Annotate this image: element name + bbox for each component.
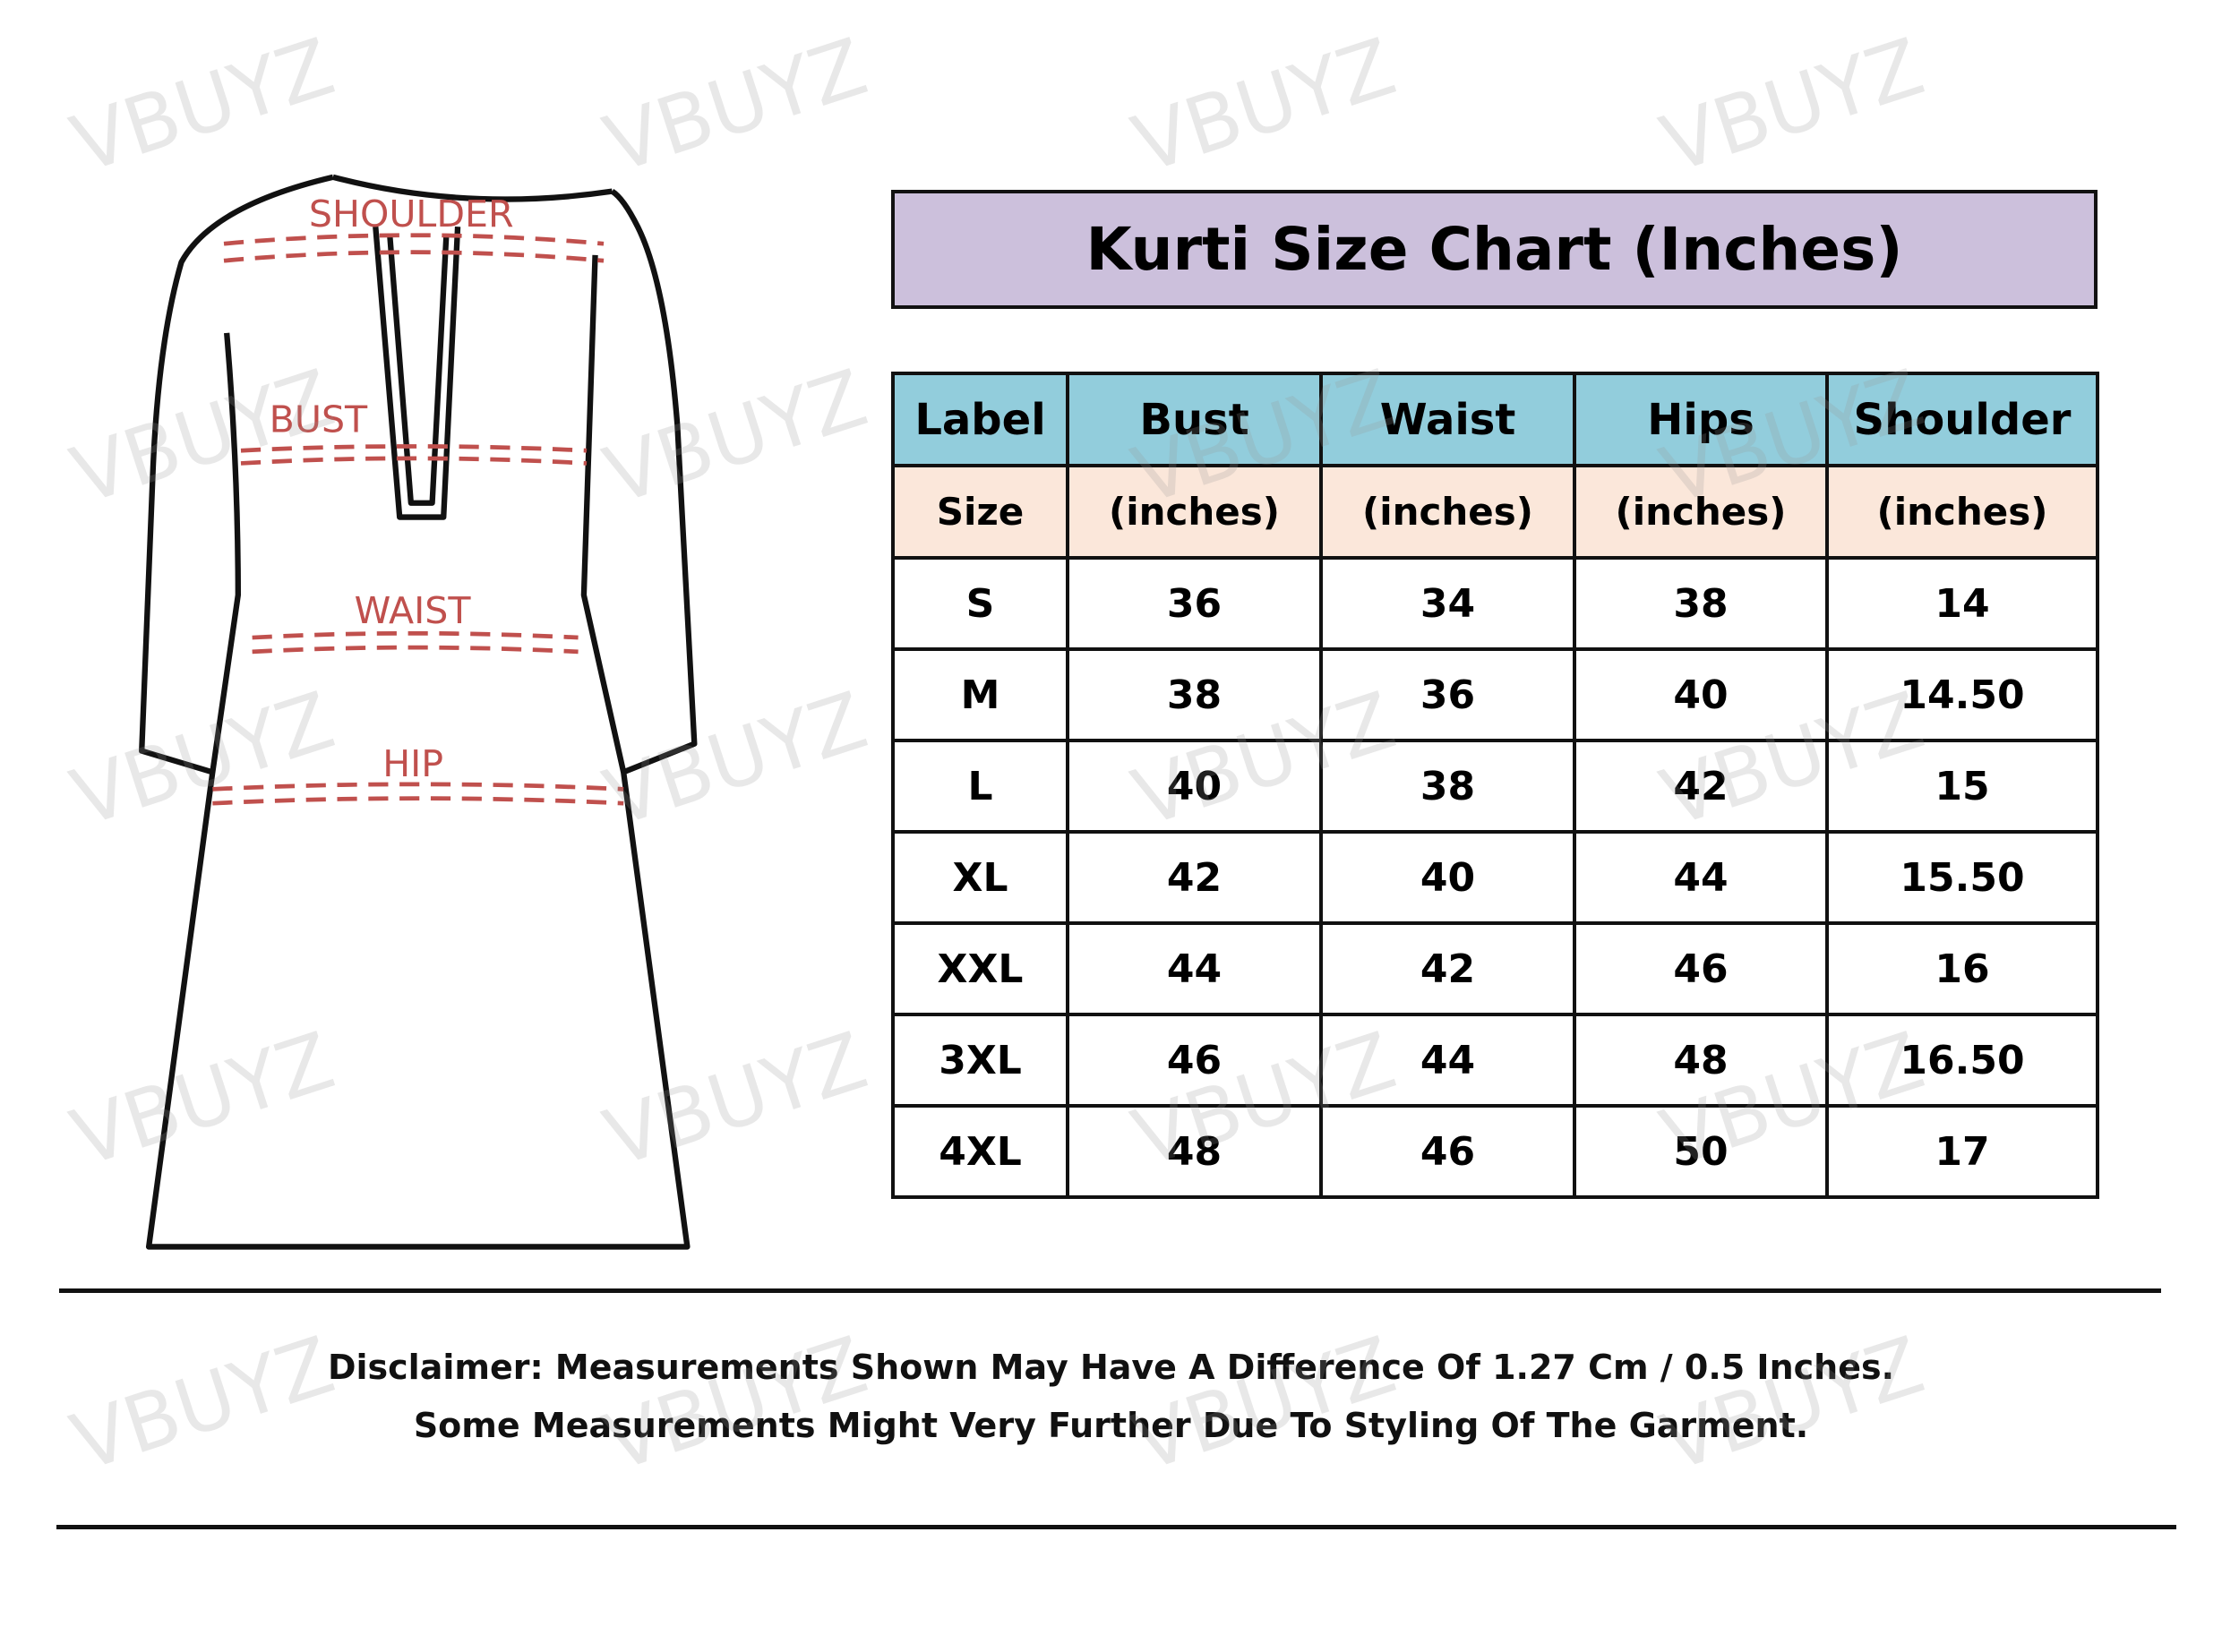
size-cell: 3XL <box>891 1013 1069 1108</box>
units-cell: (inches) <box>1319 464 1576 560</box>
table-row: M 38 36 40 14.50 <box>891 647 2099 742</box>
table-row: 4XL 48 46 50 17 <box>891 1104 2099 1199</box>
disclaimer-line-2: Some Measurements Might Very Further Due… <box>413 1406 1809 1445</box>
size-cell: 4XL <box>891 1104 1069 1199</box>
value-cell: 15 <box>1825 739 2099 834</box>
value-cell: 40 <box>1573 647 1829 742</box>
value-cell: 42 <box>1573 739 1829 834</box>
units-cell: (inches) <box>1066 464 1323 560</box>
value-cell: 14 <box>1825 556 2099 651</box>
table-row: XL 42 40 44 15.50 <box>891 830 2099 925</box>
value-cell: 17 <box>1825 1104 2099 1199</box>
label-shoulder: SHOULDER <box>309 193 514 235</box>
table-row: 3XL 46 44 48 16.50 <box>891 1013 2099 1108</box>
table-row: XXL 44 42 46 16 <box>891 921 2099 1016</box>
table-row: L 40 38 42 15 <box>891 739 2099 834</box>
label-bust: BUST <box>270 398 368 441</box>
value-cell: 15.50 <box>1825 830 2099 925</box>
label-waist: WAIST <box>355 589 472 632</box>
measure-lines <box>212 233 624 806</box>
label-hip: HIP <box>382 742 443 785</box>
value-cell: 44 <box>1573 830 1829 925</box>
size-table: Label Bust Waist Hips Shoulder Size (inc… <box>891 372 2099 1199</box>
divider-bottom <box>56 1525 2176 1529</box>
value-cell: 44 <box>1319 1013 1576 1108</box>
header-cell: Waist <box>1319 372 1576 467</box>
value-cell: 40 <box>1066 739 1323 834</box>
units-row: Size (inches) (inches) (inches) (inches) <box>891 464 2099 560</box>
units-cell: Size <box>891 464 1069 560</box>
divider-top <box>59 1288 2161 1293</box>
value-cell: 48 <box>1066 1104 1323 1199</box>
size-cell: XXL <box>891 921 1069 1016</box>
size-cell: XL <box>891 830 1069 925</box>
value-cell: 38 <box>1066 647 1323 742</box>
value-cell: 36 <box>1066 556 1323 651</box>
value-cell: 50 <box>1573 1104 1829 1199</box>
value-cell: 38 <box>1319 739 1576 834</box>
value-cell: 40 <box>1319 830 1576 925</box>
value-cell: 48 <box>1573 1013 1829 1108</box>
value-cell: 42 <box>1319 921 1576 1016</box>
value-cell: 16 <box>1825 921 2099 1016</box>
value-cell: 44 <box>1066 921 1323 1016</box>
kurti-outline <box>139 174 698 1250</box>
header-row: Label Bust Waist Hips Shoulder <box>891 372 2099 467</box>
size-cell: S <box>891 556 1069 651</box>
units-cell: (inches) <box>1825 464 2099 560</box>
size-cell: M <box>891 647 1069 742</box>
value-cell: 38 <box>1573 556 1829 651</box>
header-cell: Label <box>891 372 1069 467</box>
value-cell: 46 <box>1066 1013 1323 1108</box>
header-cell: Hips <box>1573 372 1829 467</box>
disclaimer-line-1: Disclaimer: Measurements Shown May Have … <box>327 1348 1895 1387</box>
table-row: S 36 34 38 14 <box>891 556 2099 651</box>
value-cell: 46 <box>1319 1104 1576 1199</box>
units-cell: (inches) <box>1573 464 1829 560</box>
value-cell: 36 <box>1319 647 1576 742</box>
chart-title: Kurti Size Chart (Inches) <box>891 190 2098 309</box>
value-cell: 14.50 <box>1825 647 2099 742</box>
value-cell: 42 <box>1066 830 1323 925</box>
size-cell: L <box>891 739 1069 834</box>
value-cell: 46 <box>1573 921 1829 1016</box>
header-cell: Bust <box>1066 372 1323 467</box>
header-cell: Shoulder <box>1825 372 2099 467</box>
value-cell: 16.50 <box>1825 1013 2099 1108</box>
value-cell: 34 <box>1319 556 1576 651</box>
